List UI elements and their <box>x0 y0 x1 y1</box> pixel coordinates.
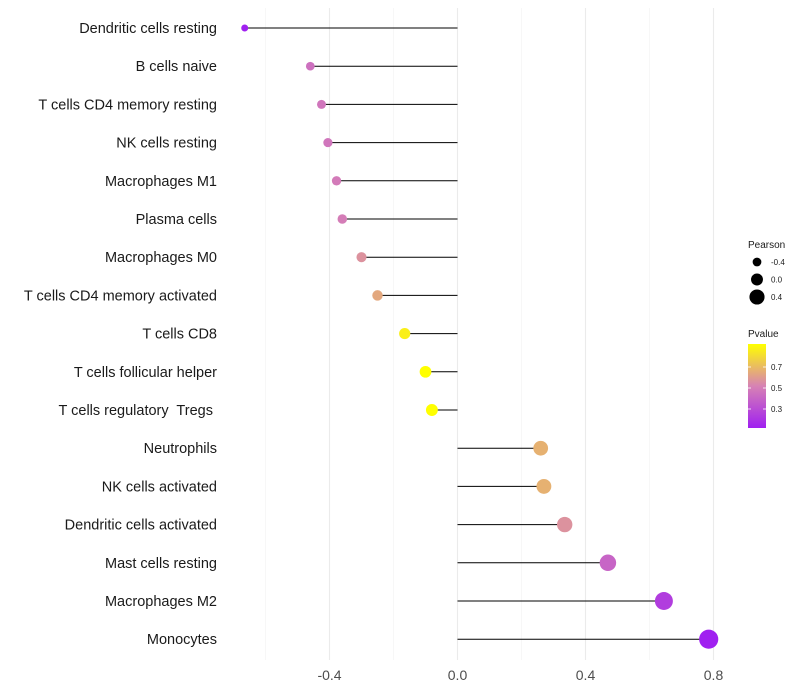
lollipop-point <box>425 404 438 416</box>
category-label: B cells naive <box>136 59 217 75</box>
lollipop-point <box>323 138 333 148</box>
pearson-legend-key <box>752 257 762 267</box>
lollipop-point <box>241 24 249 32</box>
lollipop-point <box>337 214 348 224</box>
lollipop-point <box>654 592 673 610</box>
lollipop-stems <box>244 27 709 640</box>
category-label: NK cells resting <box>116 136 217 152</box>
lollipop-point <box>536 478 552 494</box>
category-label: NK cells activated <box>102 479 217 495</box>
pearson-legend-key <box>751 273 763 286</box>
category-label: T cells regulatory Tregs <box>59 403 218 419</box>
category-label: Mast cells resting <box>105 556 217 572</box>
pvalue-legend-label: 0.7 <box>771 363 783 372</box>
x-tick-label: 0.0 <box>448 667 468 683</box>
lollipop-point <box>557 516 573 533</box>
category-label: Macrophages M2 <box>105 594 217 610</box>
lollipop-point <box>599 554 617 572</box>
category-label: T cells CD4 memory resting <box>38 97 217 113</box>
pvalue-legend-label: 0.5 <box>771 384 783 393</box>
category-labels: Dendritic cells resting B cells naive T ce… <box>24 21 217 648</box>
category-label: Dendritic cells resting <box>79 21 217 37</box>
category-label: T cells follicular helper <box>74 365 217 381</box>
grid-lines <box>265 8 715 660</box>
lollipop-points <box>241 24 719 649</box>
pvalue-colorbar <box>748 344 766 428</box>
pearson-size-legend: Pearson -0.4 0.0 0.4 <box>748 240 785 305</box>
pearson-legend-title: Pearson <box>748 240 785 251</box>
x-tick-label: -0.4 <box>317 667 341 683</box>
x-axis-ticks: -0.4 0.0 0.4 0.8 <box>317 667 723 683</box>
x-tick-label: 0.8 <box>704 667 724 683</box>
category-label: T cells CD8 <box>142 327 217 343</box>
category-label: Macrophages M1 <box>105 174 217 190</box>
lollipop-point <box>356 252 367 263</box>
category-label: Dendritic cells activated <box>65 518 217 534</box>
category-label: Neutrophils <box>144 441 217 457</box>
pvalue-color-legend: Pvalue 0.3 0.5 0.7 <box>748 329 783 428</box>
pearson-legend-key <box>749 289 765 305</box>
pearson-legend-label: 0.4 <box>771 293 783 302</box>
pvalue-legend-label: 0.3 <box>771 405 783 414</box>
lollipop-point <box>399 328 411 340</box>
lollipop-point <box>533 440 549 456</box>
lollipop-point <box>331 176 342 186</box>
category-label: Macrophages M0 <box>105 250 217 266</box>
lollipop-point <box>372 290 383 301</box>
pearson-legend-label: -0.4 <box>771 258 785 267</box>
pearson-legend-label: 0.0 <box>771 276 783 285</box>
category-label: Monocytes <box>147 632 217 648</box>
lollipop-point <box>699 629 719 649</box>
category-label: T cells CD4 memory activated <box>24 288 217 304</box>
lollipop-point <box>419 365 432 378</box>
category-label: Plasma cells <box>136 212 217 228</box>
lollipop-point <box>305 61 315 71</box>
x-tick-label: 0.4 <box>576 667 596 683</box>
pvalue-legend-title: Pvalue <box>748 329 779 340</box>
lollipop-point <box>317 99 326 109</box>
